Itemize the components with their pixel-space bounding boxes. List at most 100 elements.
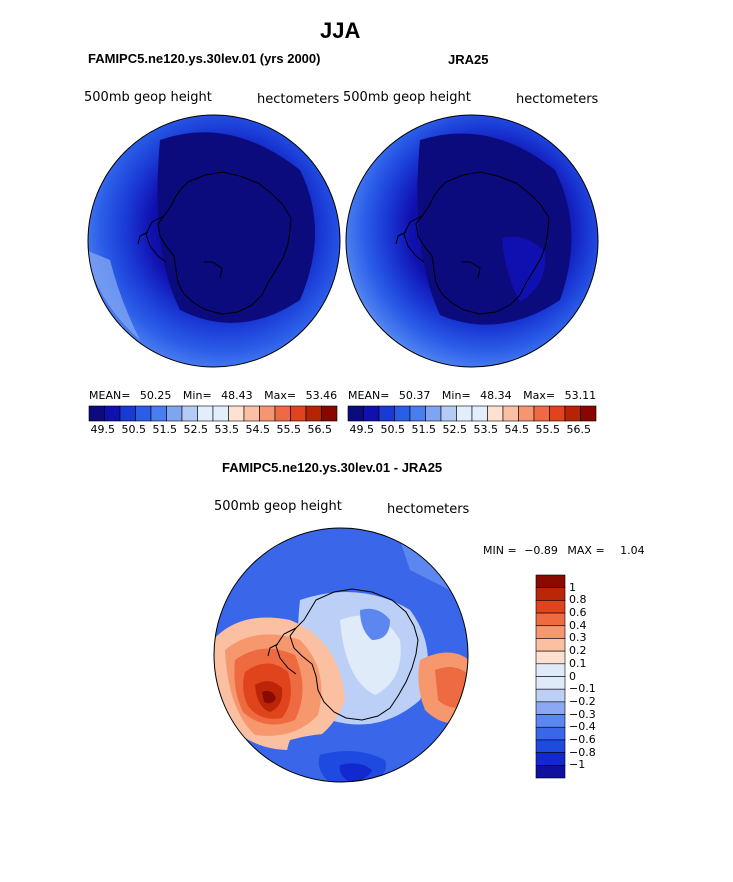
diff-legend-box (535, 574, 566, 588)
panel1-map (87, 114, 341, 368)
panel1-title: FAMIPC5.ne120.ys.30lev.01 (yrs 2000) (88, 51, 321, 66)
diff-legend-box (535, 701, 566, 715)
diff-legend-tick: −0.1 (569, 682, 596, 696)
panel2-antarctica-outline (415, 171, 550, 315)
panel1-colorbar-tick: 56.5 (307, 423, 333, 436)
panel2-colorbar-box (533, 405, 550, 422)
diff-legend-tick: 0.8 (569, 593, 587, 607)
panel2-colorbar-box (580, 405, 597, 422)
panel2-min-value: 48.34 (480, 389, 512, 402)
panel1-colorbar-box (321, 405, 338, 422)
panel2-mean-value: 50.37 (398, 389, 431, 402)
panel1-units-label: hectometers (257, 92, 340, 107)
panel1-colorbar-tick: 51.5 (152, 423, 178, 436)
season-title: JJA (320, 18, 361, 43)
panel2-colorbar-tick: 50.5 (380, 423, 406, 436)
panel2-colorbar-tick: 53.5 (473, 423, 499, 436)
panel1-min-label: Min= (182, 389, 212, 402)
panel1-colorbar-tick: 49.5 (90, 423, 116, 436)
diff-title: FAMIPC5.ne120.ys.30lev.01 - JRA25 (222, 460, 443, 475)
panel1-antarctica-outline (157, 171, 292, 315)
diff-legend-box (535, 739, 566, 753)
panel2-colorbar-box (394, 405, 411, 422)
diff-map-border (213, 527, 469, 783)
diff-legend-tick: 0.1 (569, 656, 587, 670)
panel1-colorbar-tick: 54.5 (245, 423, 271, 436)
diff-legend-tick: 0.6 (569, 606, 587, 620)
panel2-title: JRA25 (448, 52, 489, 67)
panel1-colorbar-box (150, 405, 167, 422)
panel2-colorbar-box (347, 405, 364, 422)
panel1-mean-value: 50.25 (139, 389, 172, 402)
panel2-map (345, 114, 599, 368)
panel2-map-border (345, 114, 599, 368)
panel1-colorbar-tick: 52.5 (183, 423, 209, 436)
diff-antarctica-outline (289, 588, 419, 721)
panel2-colorbar-tick: 51.5 (411, 423, 437, 436)
diff-legend-tick: −0.8 (569, 745, 596, 759)
panel2-colorbar-box (363, 405, 380, 422)
diff-max-label: MAX = (567, 544, 605, 557)
diff-variable-label: 500mb geop height (214, 499, 342, 514)
panel2-colorbar-tick: 54.5 (504, 423, 530, 436)
panel2-colorbar-tick: 56.5 (566, 423, 592, 436)
panel2-colorbar-box (549, 405, 566, 422)
panel2-colorbar-box (471, 405, 488, 422)
panel1-max-value: 53.46 (305, 389, 338, 402)
diff-legend-box (535, 765, 566, 779)
panel1-colorbar (88, 405, 338, 422)
diff-max-value: 1.04 (620, 544, 645, 557)
panel1-colorbar-tick: 55.5 (276, 423, 302, 436)
panel1-colorbar-box (228, 405, 245, 422)
diff-units-label: hectometers (387, 502, 470, 517)
panel2-colorbar-tick: 55.5 (535, 423, 561, 436)
panel2-colorbar-box (518, 405, 535, 422)
diff-legend-tick: 0.4 (569, 618, 587, 632)
diff-legend-box (535, 625, 566, 639)
panel1-colorbar-tick: 50.5 (121, 423, 147, 436)
panel1-colorbar-tick: 53.5 (214, 423, 240, 436)
diff-legend-box (535, 612, 566, 627)
panel1-map-border (87, 114, 341, 368)
panel2-min-label: Min= (441, 389, 471, 402)
diff-legend-tick: −1 (569, 758, 586, 772)
diff-legend-tick: −0.4 (569, 720, 596, 734)
diff-legend-box (535, 752, 566, 766)
panel1-colorbar-box (119, 405, 136, 422)
panel1-colorbar-box (305, 405, 322, 422)
panel1-colorbar-box (135, 405, 152, 422)
diff-legend-box (535, 650, 566, 665)
panel2-colorbar (347, 405, 597, 422)
panel1-colorbar-box (166, 405, 183, 422)
panel2-max-value: 53.11 (564, 389, 597, 402)
panel2-colorbar-box (502, 405, 519, 422)
panel1-max-label: Max= (264, 389, 297, 402)
panel2-stats: MEAN= 50.37 Min= 48.34 Max= 53.11 (348, 389, 596, 402)
panel1-colorbar-box (243, 405, 260, 422)
diff-legend-tick: −0.6 (569, 732, 596, 746)
panel1-colorbar-box (104, 405, 121, 422)
panel2-colorbar-box (378, 405, 395, 422)
panel1-colorbar-box (290, 405, 307, 422)
diff-min-value: −0.89 (524, 544, 558, 557)
panel2-colorbar-box (564, 405, 581, 422)
panel2-colorbar-tick: 49.5 (349, 423, 375, 436)
panel2-max-label: Max= (523, 389, 556, 402)
panel1-colorbar-box (259, 405, 276, 422)
diff-legend-box (535, 726, 566, 741)
panel1-colorbar-box (88, 405, 105, 422)
diff-map (213, 527, 469, 783)
diff-legend-box (535, 600, 566, 614)
diff-legend-tick: 1 (569, 580, 576, 594)
diff-legend-box (535, 587, 566, 601)
panel2-mean-label: MEAN= (348, 389, 390, 402)
diff-legend-tick: 0 (569, 669, 576, 683)
panel1-mean-label: MEAN= (89, 389, 131, 402)
panel2-colorbar-box (440, 405, 457, 422)
panel1-colorbar-box (181, 405, 198, 422)
panel2-colorbar-box (456, 405, 473, 422)
panel1-variable-label: 500mb geop height (84, 90, 212, 105)
diff-min-label: MIN = (483, 544, 517, 557)
diff-legend-box (535, 714, 566, 728)
